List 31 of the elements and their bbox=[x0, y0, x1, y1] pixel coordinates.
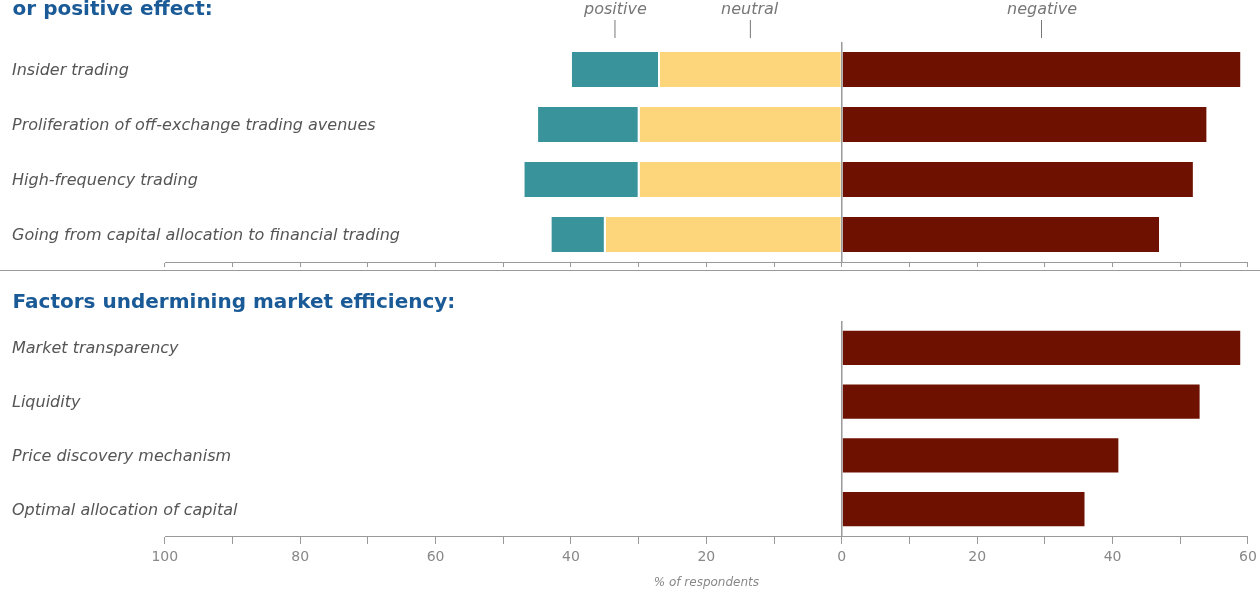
x-tick-label: 60 bbox=[1239, 547, 1257, 564]
x-tick-label: 20 bbox=[697, 547, 716, 564]
y-tick-label: Proliferation of off-exchange trading avenues bbox=[12, 115, 376, 134]
x-axis-title: % of respondents bbox=[653, 574, 760, 589]
y-tick-label: High-frequency trading bbox=[12, 170, 198, 189]
y-tick-label: Going from capital allocation to financial trading bbox=[12, 225, 401, 244]
y-tick-label: Market transparency bbox=[12, 338, 180, 357]
bar bbox=[840, 382, 1202, 421]
bar bbox=[840, 215, 1161, 254]
bar bbox=[840, 160, 1195, 199]
bar bbox=[840, 490, 1087, 529]
x-tick-label: 60 bbox=[426, 547, 445, 564]
bar bbox=[840, 105, 1209, 144]
bar bbox=[840, 50, 1243, 89]
text: positive bbox=[583, 0, 647, 18]
x-tick-label: 100 bbox=[151, 547, 179, 564]
y-tick-label: Price discovery mechanism bbox=[12, 446, 232, 465]
bar bbox=[840, 436, 1121, 475]
x-tick-label: 20 bbox=[968, 547, 987, 564]
y-tick-label: Insider trading bbox=[12, 60, 129, 79]
text: negative bbox=[1007, 0, 1078, 18]
x-tick-label: 80 bbox=[291, 547, 310, 564]
x-tick-label: 40 bbox=[1103, 547, 1122, 564]
y-tick-label: Liquidity bbox=[12, 392, 81, 411]
x-tick-label: 40 bbox=[562, 547, 580, 564]
bar bbox=[840, 328, 1243, 367]
chart-title: Factors undermining market efficiency: bbox=[12, 289, 456, 314]
y-tick-label: Optimal allocation of capital bbox=[12, 500, 238, 519]
chart-title: or positive effect: bbox=[12, 0, 213, 21]
text: neutral bbox=[721, 0, 779, 18]
x-tick-label: 0 bbox=[837, 547, 847, 564]
